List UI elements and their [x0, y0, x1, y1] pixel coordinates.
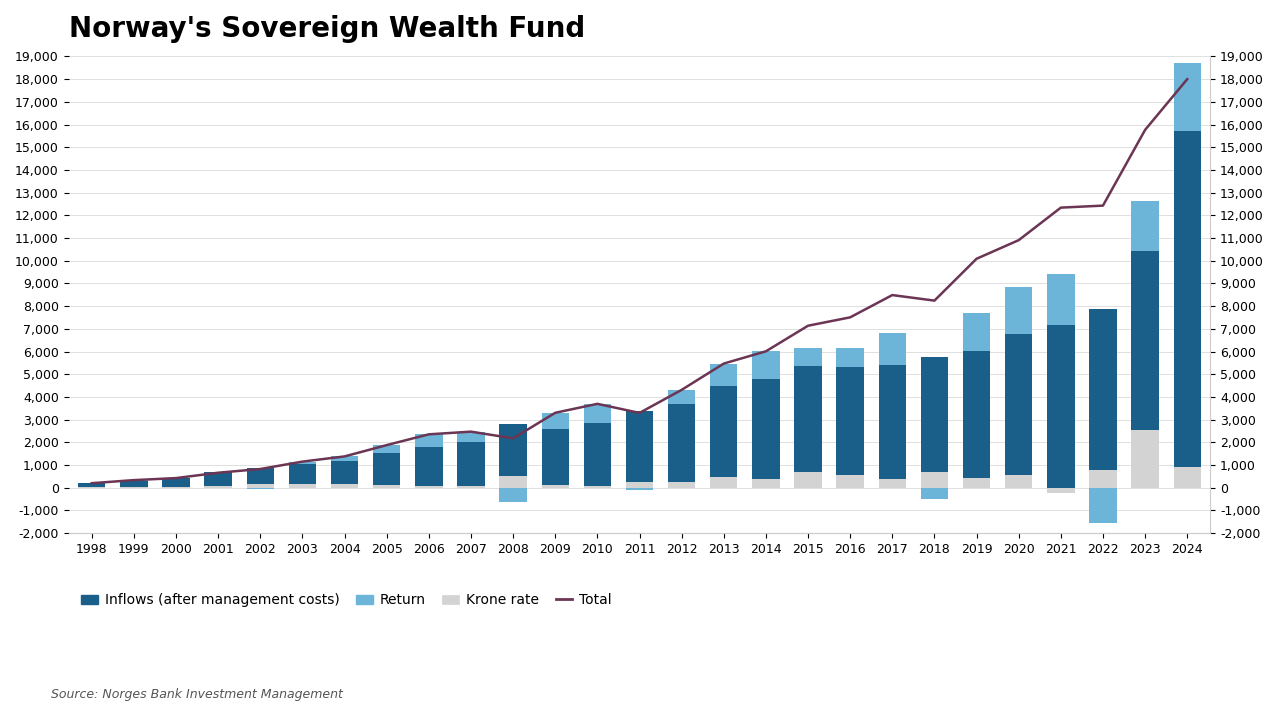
Bar — [668, 404, 696, 482]
Bar — [373, 453, 400, 485]
Bar — [1048, 274, 1074, 325]
Bar — [416, 448, 443, 486]
Bar — [1090, 309, 1117, 470]
Bar — [499, 488, 527, 502]
Bar — [541, 485, 569, 488]
Bar — [458, 441, 485, 486]
Bar — [710, 386, 738, 477]
Bar — [541, 413, 569, 429]
Bar — [668, 390, 696, 404]
Bar — [247, 488, 274, 489]
Bar — [499, 424, 527, 476]
Bar — [963, 351, 990, 478]
Bar — [752, 351, 780, 379]
Bar — [963, 478, 990, 488]
Bar — [120, 487, 147, 488]
Bar — [205, 472, 231, 486]
Bar — [331, 456, 358, 460]
Bar — [668, 482, 696, 488]
Bar — [879, 365, 906, 479]
Bar — [458, 431, 485, 441]
Bar — [583, 486, 611, 488]
Bar — [625, 411, 654, 482]
Bar — [78, 484, 105, 487]
Bar — [836, 367, 863, 475]
Bar — [1090, 488, 1117, 523]
Bar — [1048, 488, 1074, 493]
Bar — [794, 367, 821, 472]
Bar — [331, 484, 358, 488]
Bar — [1174, 467, 1201, 488]
Bar — [921, 472, 948, 488]
Bar — [373, 445, 400, 453]
Bar — [541, 429, 569, 485]
Bar — [1132, 201, 1159, 251]
Bar — [879, 333, 906, 365]
Bar — [205, 486, 231, 488]
Bar — [162, 486, 189, 488]
Bar — [921, 488, 948, 498]
Bar — [1005, 334, 1032, 474]
Bar — [1174, 63, 1201, 131]
Bar — [289, 465, 316, 484]
Bar — [499, 476, 527, 488]
Bar — [120, 481, 147, 487]
Bar — [1090, 470, 1117, 488]
Text: Source: Norges Bank Investment Management: Source: Norges Bank Investment Managemen… — [51, 688, 343, 701]
Bar — [458, 486, 485, 488]
Bar — [416, 486, 443, 488]
Bar — [416, 434, 443, 448]
Bar — [625, 482, 654, 488]
Bar — [879, 479, 906, 488]
Bar — [247, 484, 274, 488]
Bar — [247, 468, 274, 484]
Bar — [1005, 288, 1032, 334]
Bar — [710, 364, 738, 386]
Legend: Inflows (after management costs), Return, Krone rate, Total: Inflows (after management costs), Return… — [75, 588, 618, 613]
Bar — [710, 477, 738, 488]
Bar — [921, 357, 948, 472]
Bar — [1174, 131, 1201, 467]
Bar — [836, 348, 863, 367]
Bar — [1132, 251, 1159, 430]
Bar — [331, 460, 358, 484]
Bar — [794, 348, 821, 367]
Bar — [963, 313, 990, 351]
Bar — [583, 423, 611, 486]
Bar — [836, 475, 863, 488]
Bar — [373, 485, 400, 488]
Bar — [794, 472, 821, 488]
Bar — [625, 488, 654, 490]
Bar — [1132, 430, 1159, 488]
Bar — [1005, 474, 1032, 488]
Bar — [120, 480, 147, 481]
Text: Norway's Sovereign Wealth Fund: Norway's Sovereign Wealth Fund — [69, 15, 585, 43]
Bar — [289, 484, 316, 488]
Bar — [289, 462, 316, 465]
Bar — [162, 478, 189, 486]
Bar — [752, 379, 780, 479]
Bar — [583, 404, 611, 423]
Bar — [752, 479, 780, 488]
Bar — [1048, 325, 1074, 488]
